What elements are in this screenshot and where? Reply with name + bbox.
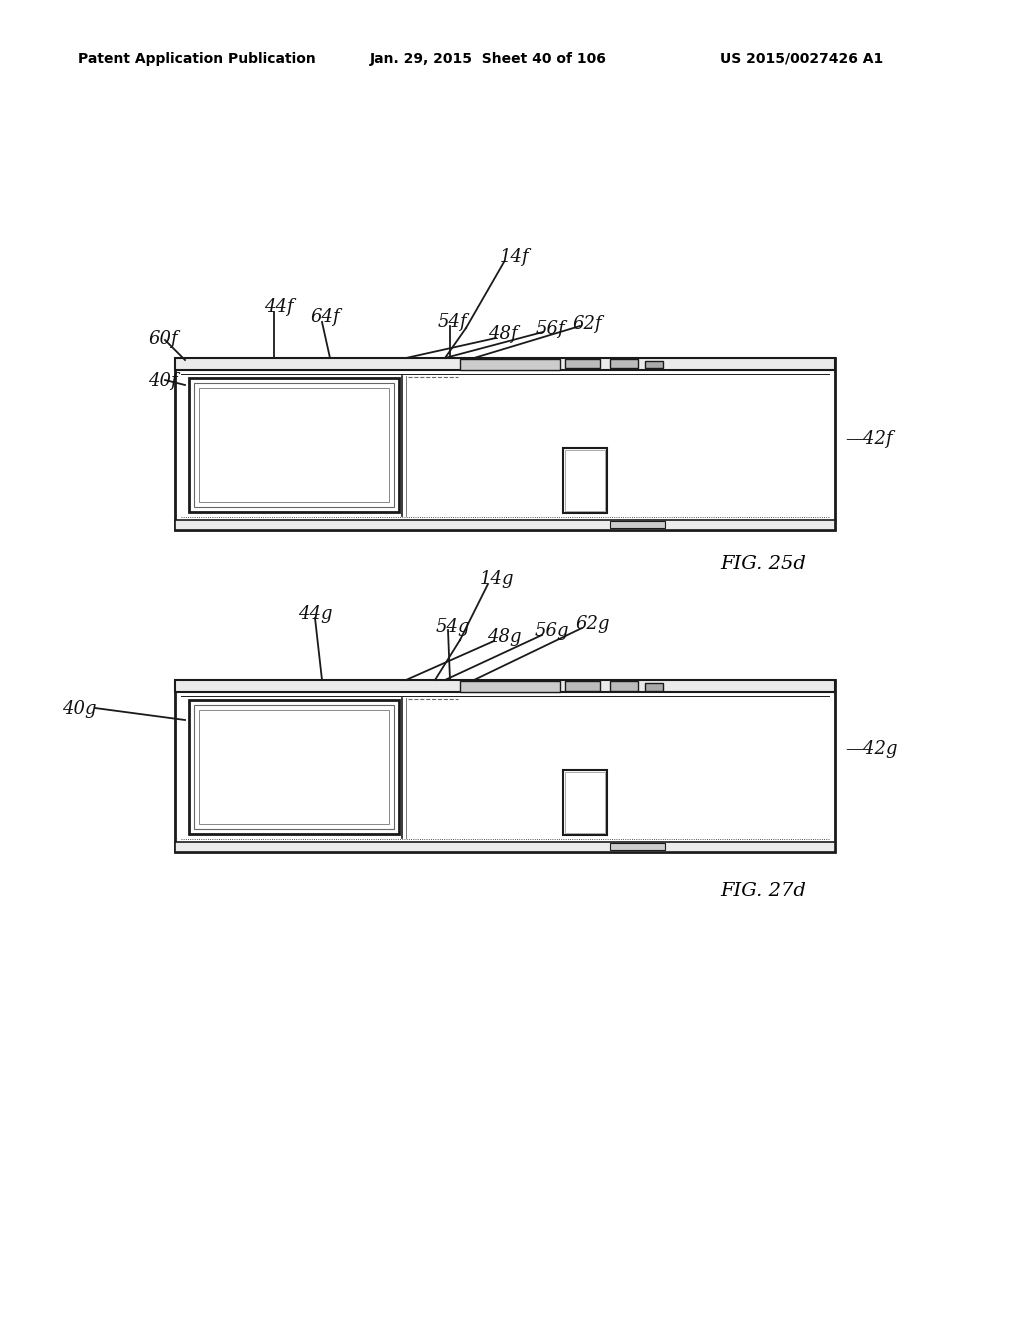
Text: 40g: 40g xyxy=(62,700,96,718)
Text: 54g: 54g xyxy=(436,618,470,636)
Text: 56g: 56g xyxy=(535,622,569,640)
Text: 60f: 60f xyxy=(148,330,177,348)
Bar xyxy=(563,770,607,836)
Text: 56f: 56f xyxy=(536,319,565,338)
Text: 48g: 48g xyxy=(487,628,521,645)
Text: 62g: 62g xyxy=(575,615,609,634)
Bar xyxy=(460,359,560,370)
Bar xyxy=(175,680,835,692)
Bar xyxy=(175,520,835,531)
Text: —42f: —42f xyxy=(845,430,893,447)
Bar xyxy=(175,358,835,531)
Text: 14f: 14f xyxy=(500,248,529,267)
Bar xyxy=(199,710,389,824)
Text: FIG. 25d: FIG. 25d xyxy=(720,554,806,573)
Bar xyxy=(645,360,663,368)
Bar xyxy=(460,681,560,692)
Text: —42g: —42g xyxy=(845,741,897,758)
Text: US 2015/0027426 A1: US 2015/0027426 A1 xyxy=(720,51,884,66)
Bar xyxy=(175,842,835,851)
Bar xyxy=(565,772,605,833)
Text: 44f: 44f xyxy=(264,298,294,315)
Bar xyxy=(194,705,394,829)
Bar xyxy=(610,521,665,528)
Bar xyxy=(565,681,600,690)
Text: 14g: 14g xyxy=(480,570,514,587)
Bar xyxy=(565,359,600,368)
Text: 40f: 40f xyxy=(148,372,177,389)
Bar xyxy=(199,388,389,502)
Text: Patent Application Publication: Patent Application Publication xyxy=(78,51,315,66)
Text: 54f: 54f xyxy=(438,313,468,331)
Bar xyxy=(610,681,638,690)
Bar xyxy=(189,700,399,834)
Text: 48f: 48f xyxy=(488,325,517,343)
Text: 44g: 44g xyxy=(298,605,333,623)
Bar xyxy=(194,383,394,507)
Bar xyxy=(645,682,663,690)
Bar xyxy=(189,378,399,512)
Text: 64f: 64f xyxy=(310,308,340,326)
Bar xyxy=(175,680,835,851)
Bar xyxy=(610,843,665,850)
Text: FIG. 27d: FIG. 27d xyxy=(720,882,806,900)
Text: Jan. 29, 2015  Sheet 40 of 106: Jan. 29, 2015 Sheet 40 of 106 xyxy=(370,51,607,66)
Bar xyxy=(175,358,835,370)
Bar xyxy=(563,447,607,513)
Bar xyxy=(565,450,605,511)
Text: 62f: 62f xyxy=(572,315,602,333)
Bar xyxy=(610,359,638,368)
